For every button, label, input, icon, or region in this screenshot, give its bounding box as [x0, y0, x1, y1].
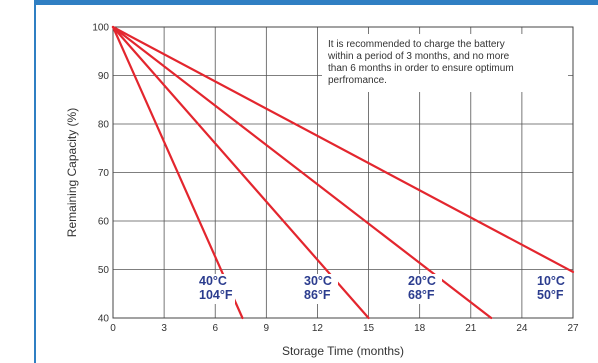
annotation-line-2: within a period of 3 months, and no more: [327, 51, 510, 62]
top-strip: [0, 0, 34, 5]
annotation-line-1: It is recommended to charge the battery: [328, 39, 505, 50]
series-label-20c-celsius: 20°C: [408, 274, 436, 288]
y-tick-label: 90: [98, 71, 110, 82]
x-tick-label: 24: [516, 323, 528, 334]
series-label-bg-30c: [302, 274, 338, 304]
x-axis-title: Storage Time (months): [282, 344, 404, 358]
x-tick-label: 0: [110, 323, 116, 334]
plot-frame: [112, 26, 574, 319]
annotation-background: [322, 34, 568, 92]
series-label-40c-celsius: 40°C: [199, 274, 227, 288]
y-tick-label: 50: [98, 265, 110, 276]
y-tick-label: 80: [98, 120, 110, 131]
y-tick-label: 40: [98, 314, 110, 325]
series-lines: [111, 25, 575, 320]
series-line-1: [111, 25, 244, 320]
series-label-20c-fahrenheit: 68°F: [408, 288, 435, 302]
series-label-30c-fahrenheit: 86°F: [304, 288, 331, 302]
x-tick-label: 3: [161, 323, 167, 334]
series-label-10c-celsius: 10°C: [537, 274, 565, 288]
x-tick-label: 15: [363, 323, 375, 334]
x-tick-label: 6: [212, 323, 218, 334]
x-tick-label: 9: [264, 323, 270, 334]
series-label-bg-10c: [535, 274, 571, 304]
left-frame-bar: [34, 5, 36, 363]
series-label-30c-celsius: 30°C: [304, 274, 332, 288]
x-ticks: 0 3 6 9 12 15 18 21 24 27: [110, 323, 579, 334]
y-tick-label: 60: [98, 217, 110, 228]
series-line-4: [111, 25, 575, 274]
y-tick-label: 100: [92, 23, 109, 34]
x-tick-label: 18: [414, 323, 426, 334]
annotation-line-3: than 6 months in order to ensure optimum: [328, 63, 514, 74]
y-ticks: 40 50 60 70 80 90 100: [92, 23, 109, 325]
annotation-line-4: perfromance.: [328, 75, 387, 86]
series-line-2: [111, 25, 370, 320]
series-label-bg-40c: [197, 274, 235, 304]
x-tick-label: 21: [465, 323, 477, 334]
series-line-3: [111, 25, 493, 320]
x-tick-label: 27: [567, 323, 579, 334]
series-label-bg-20c: [406, 274, 442, 304]
x-tick-label: 12: [312, 323, 324, 334]
y-axis-title: Remaining Capacity (%): [65, 108, 79, 237]
top-frame-bar: [34, 0, 598, 5]
series-label-40c-fahrenheit: 104°F: [199, 288, 233, 302]
annotation-note: It is recommended to charge the battery …: [322, 34, 568, 92]
y-tick-label: 70: [98, 168, 110, 179]
series-label-10c-fahrenheit: 50°F: [537, 288, 564, 302]
series-labels: 40°C 104°F 30°C 86°F 20°C 68°F 10°C 50°F: [197, 274, 571, 304]
